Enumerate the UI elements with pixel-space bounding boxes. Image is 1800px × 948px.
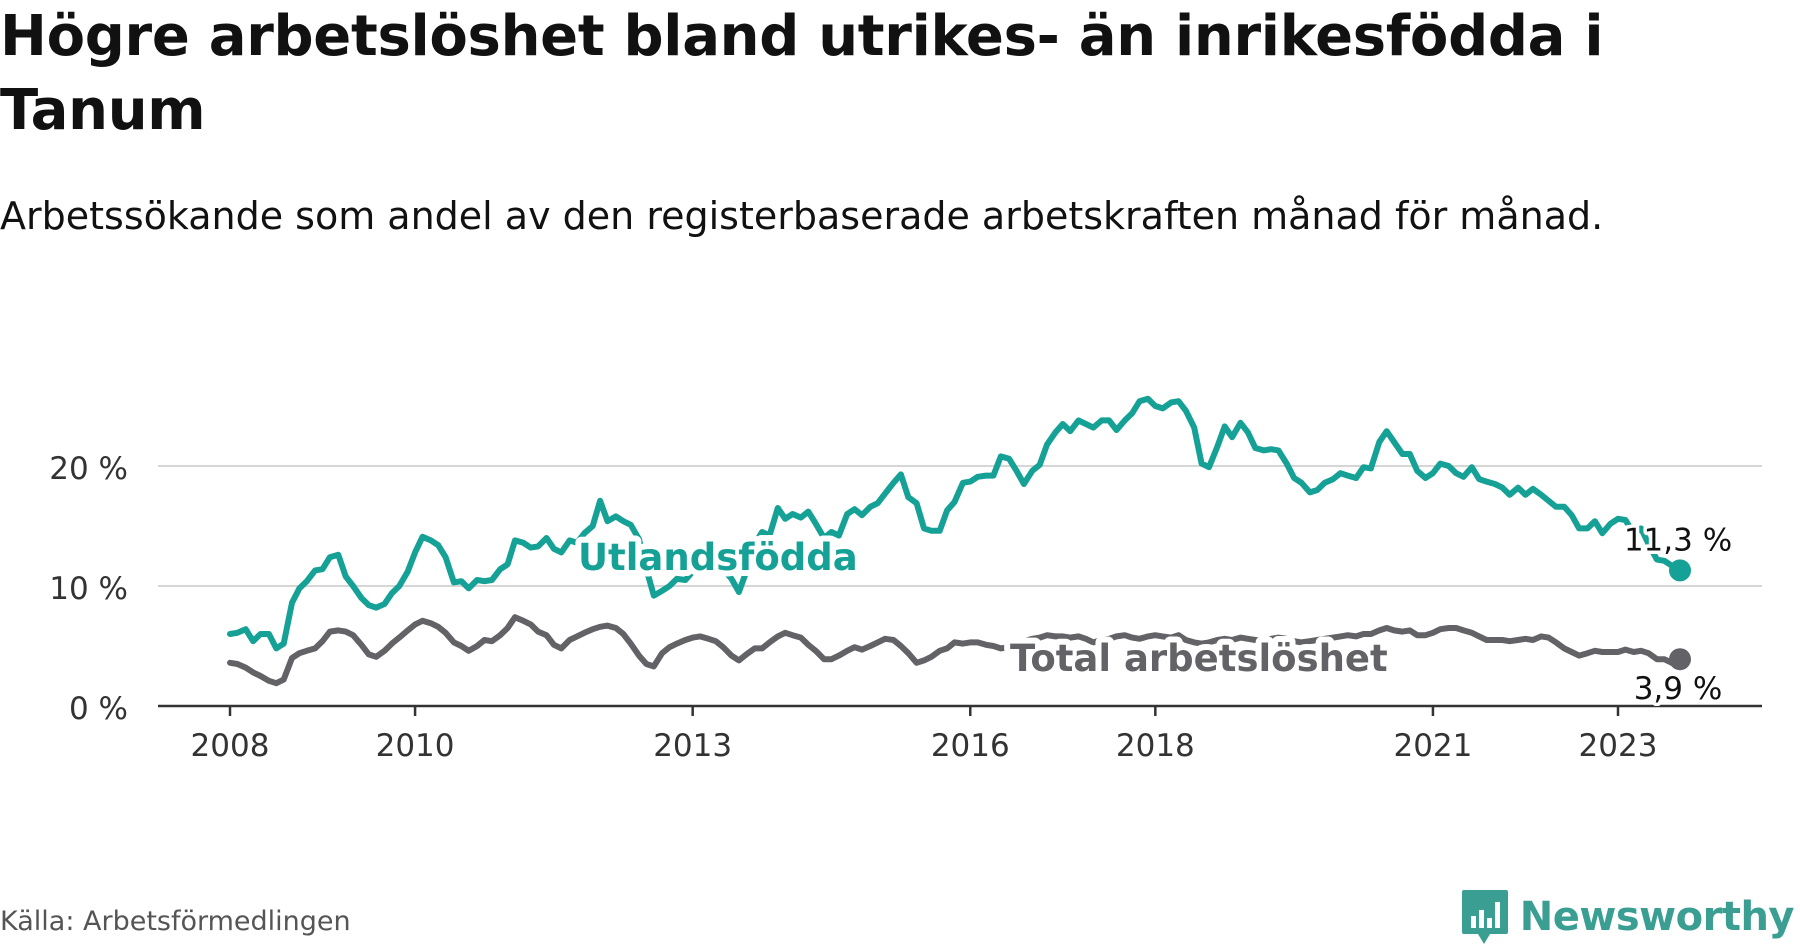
y-tick-label-0: 0 % — [69, 691, 128, 727]
x-tick-label-2013: 2013 — [653, 728, 732, 764]
series-line-total-arbetsloshet — [227, 614, 1683, 687]
x-tick-label-2018: 2018 — [1116, 728, 1195, 764]
end-point-total-arbetsloshet — [1669, 648, 1691, 671]
chart-subtitle: Arbetssökande som andel av den registerb… — [0, 194, 1604, 238]
x-axis: 2008 2010 2013 2016 2018 2021 2023 — [158, 704, 1762, 764]
x-tick-label-2008: 2008 — [191, 728, 270, 764]
y-axis: 0 % 10 % 20 % — [49, 451, 128, 727]
x-tick-label-2021: 2021 — [1393, 728, 1472, 764]
x-tick-label-2016: 2016 — [931, 728, 1010, 764]
newsworthy-logo-icon — [1461, 890, 1508, 944]
end-label-utlandsfodda: 11,3 % — [1624, 522, 1732, 558]
series-labels: 11,3 % 3,9 % Utlandsfödda Total arbetslö… — [572, 519, 1736, 711]
y-tick-label-20: 20 % — [49, 451, 128, 487]
y-tick-label-10: 10 % — [49, 571, 128, 607]
series-line-utlandsfodda — [227, 395, 1683, 652]
end-point-utlandsfodda — [1669, 559, 1691, 582]
x-tick-label-2010: 2010 — [376, 728, 455, 764]
end-label-total-arbetsloshet: 3,9 % — [1634, 671, 1723, 707]
x-tick-label-2023: 2023 — [1579, 728, 1658, 764]
brand-name: Newsworthy — [1519, 894, 1795, 940]
series-lines — [227, 395, 1691, 687]
chart-title: Högre arbetslöshet bland utrikes- än inr… — [0, 4, 1604, 143]
source-note: Källa: Arbetsförmedlingen — [0, 906, 351, 937]
brand-logo[interactable]: Newsworthy — [1460, 888, 1795, 946]
grid-lines — [158, 465, 1762, 587]
series-label-total-arbetsloshet: Total arbetslöshet — [1010, 637, 1388, 680]
series-label-utlandsfodda: Utlandsfödda — [578, 536, 858, 579]
